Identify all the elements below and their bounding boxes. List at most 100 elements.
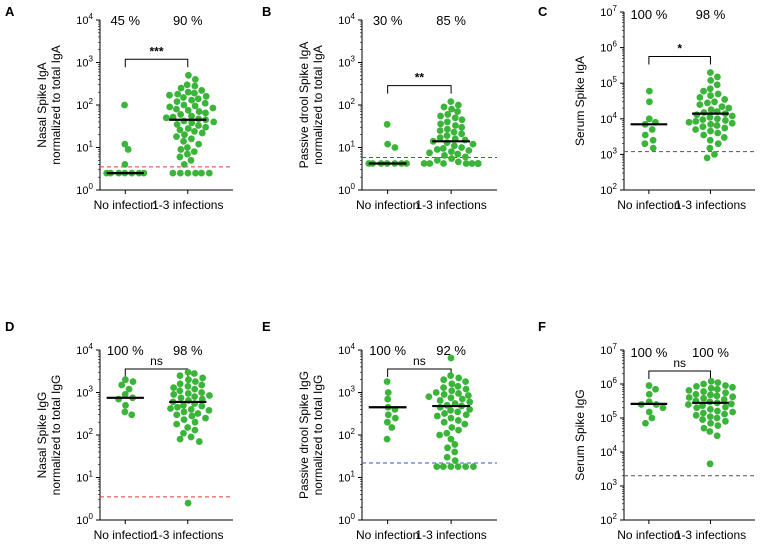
data-point <box>440 391 448 398</box>
data-point <box>700 380 707 388</box>
y-tick-label: 103 <box>600 478 617 493</box>
data-point <box>720 134 728 141</box>
y-tick-label: 104 <box>600 444 617 459</box>
data-point <box>198 381 206 389</box>
data-point <box>470 463 477 471</box>
data-point <box>440 384 447 392</box>
data-point <box>706 85 714 93</box>
data-point <box>125 385 133 393</box>
y-axis-label: normalized to total IgG <box>49 375 63 496</box>
data-point <box>439 145 447 152</box>
data-point <box>706 428 714 435</box>
data-point <box>202 109 209 117</box>
data-point <box>425 393 433 401</box>
data-point <box>384 140 392 148</box>
data-point <box>707 384 715 392</box>
data-point <box>202 414 209 422</box>
y-tick-label: 103 <box>338 385 355 400</box>
category-label: No infection <box>356 198 419 212</box>
data-point <box>202 123 210 131</box>
data-point <box>684 401 692 408</box>
data-point <box>447 98 455 106</box>
data-point <box>184 424 192 431</box>
data-point <box>184 382 192 390</box>
y-axis-label: Serum Spike IgG <box>573 389 587 480</box>
y-tick-label: 101 <box>76 470 93 485</box>
data-point <box>699 123 707 131</box>
category-label: No infection <box>617 198 680 212</box>
data-point <box>707 419 715 427</box>
data-point <box>706 136 714 144</box>
data-point <box>426 149 433 157</box>
y-tick-label: 103 <box>600 146 617 161</box>
data-point <box>433 412 441 420</box>
data-point <box>185 71 192 79</box>
data-point <box>180 416 188 424</box>
data-point <box>454 108 461 115</box>
data-point <box>433 156 441 164</box>
data-point <box>443 429 451 437</box>
data-point <box>659 404 667 412</box>
data-point <box>437 112 444 120</box>
data-point <box>447 463 455 471</box>
y-tick-label: 104 <box>600 111 617 126</box>
data-point <box>121 101 128 109</box>
data-point <box>170 391 178 398</box>
data-point <box>451 457 459 464</box>
data-point <box>707 92 714 99</box>
data-point <box>194 95 202 103</box>
data-point <box>173 411 181 419</box>
data-point <box>180 408 188 416</box>
data-point <box>198 169 205 177</box>
data-point <box>645 87 653 95</box>
y-tick-label: 102 <box>338 427 355 442</box>
data-point <box>184 125 192 132</box>
data-point <box>184 169 192 177</box>
y-tick-label: 106 <box>600 376 617 391</box>
data-point <box>714 90 722 98</box>
panel-letter: C <box>538 4 548 19</box>
data-point <box>700 87 707 95</box>
data-point <box>437 120 445 128</box>
data-point <box>162 114 170 122</box>
data-point <box>713 414 721 422</box>
data-point <box>195 122 202 129</box>
significance-label: *** <box>150 44 164 58</box>
data-point <box>443 453 451 461</box>
data-point <box>447 372 455 379</box>
y-tick-label: 102 <box>76 97 93 112</box>
data-point <box>699 116 707 123</box>
data-point <box>454 417 462 424</box>
data-point <box>721 96 729 103</box>
data-point <box>450 128 458 136</box>
y-tick-label: 101 <box>338 470 355 485</box>
significance-label: * <box>677 41 682 55</box>
data-point <box>209 104 217 112</box>
data-point <box>693 382 700 390</box>
data-point <box>191 102 199 110</box>
data-point <box>722 403 729 411</box>
data-point <box>191 378 199 386</box>
data-point <box>729 393 737 401</box>
data-point <box>706 144 714 152</box>
data-point <box>140 169 148 177</box>
data-point <box>707 405 714 413</box>
data-point <box>121 161 129 168</box>
y-axis-label: normalized to total IgA <box>311 45 325 164</box>
data-point <box>201 99 209 107</box>
data-point <box>121 140 129 148</box>
data-point <box>455 390 462 397</box>
category-label: 1-3 infections <box>675 528 746 542</box>
category-label: No infection <box>94 198 157 212</box>
data-point <box>177 84 185 92</box>
data-point <box>641 140 649 148</box>
significance-bracket <box>648 370 711 379</box>
data-point <box>721 417 729 425</box>
data-point <box>198 402 206 410</box>
data-point <box>447 435 455 443</box>
data-point <box>180 117 188 125</box>
data-point <box>704 99 711 107</box>
